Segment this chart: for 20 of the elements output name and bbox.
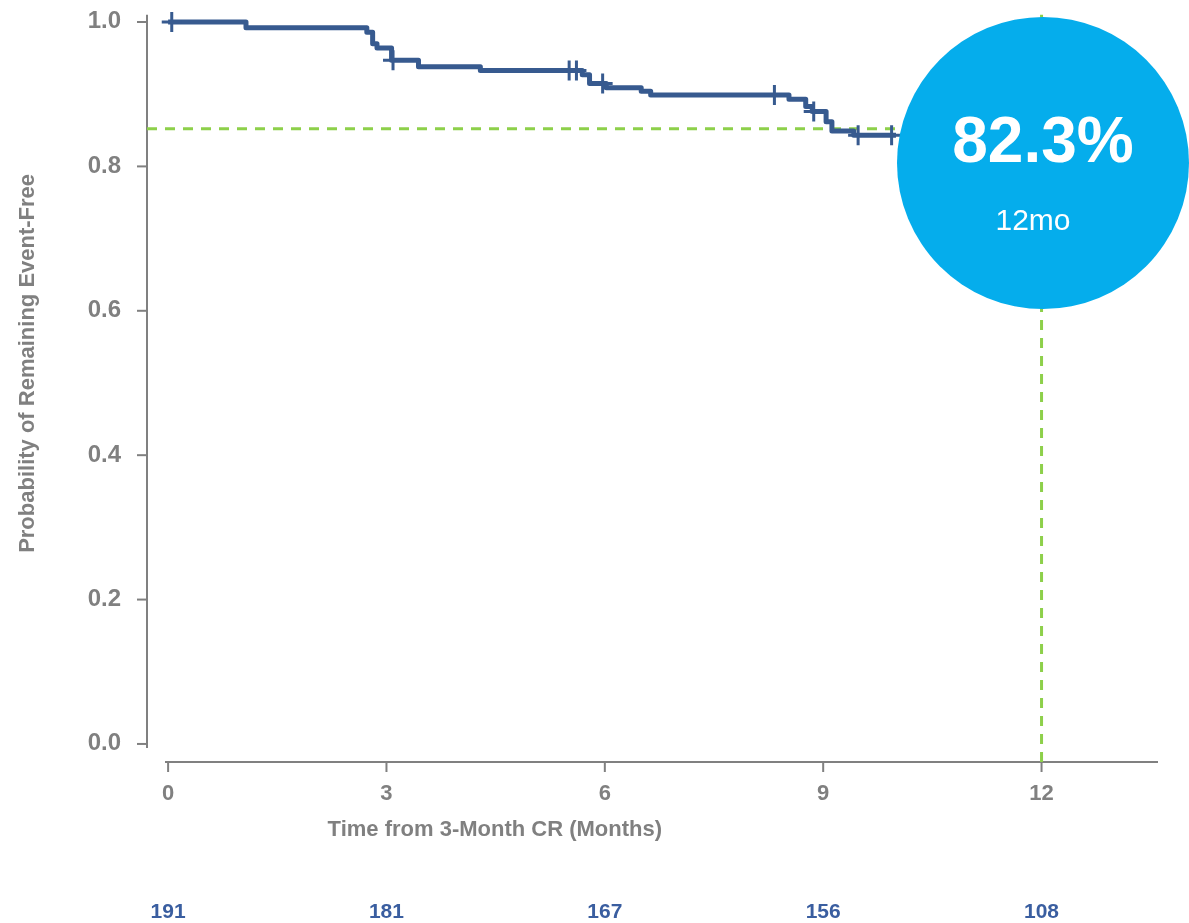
text: 191 bbox=[150, 898, 186, 922]
y-tick-label: 0.2 bbox=[87, 583, 121, 611]
y-tick-label: 0.8 bbox=[87, 150, 121, 178]
y-tick-label: 0.6 bbox=[87, 295, 121, 323]
y-tick-label: 0.0 bbox=[87, 728, 121, 756]
text: 181 bbox=[368, 898, 405, 922]
text: 108 bbox=[1024, 898, 1060, 922]
annotation: 82.3% bbox=[952, 103, 1134, 176]
annotation: 12mo bbox=[995, 202, 1071, 236]
x-tick-label: 0 bbox=[161, 779, 175, 805]
x-tick-label: 12 bbox=[1029, 779, 1054, 805]
x-tick-label: 9 bbox=[817, 779, 830, 805]
y-axis-title: Probability of Remaining Event-Free bbox=[14, 173, 39, 553]
y-tick-label: 0.4 bbox=[87, 439, 122, 467]
x-tick-label: 6 bbox=[598, 779, 611, 805]
y-tick-label: 1.0 bbox=[87, 6, 121, 34]
text: 167 bbox=[587, 898, 623, 922]
x-tick-label: 3 bbox=[380, 779, 393, 805]
text: 156 bbox=[805, 898, 841, 922]
x-axis-title: Time from 3-Month CR (Months) bbox=[327, 816, 663, 841]
